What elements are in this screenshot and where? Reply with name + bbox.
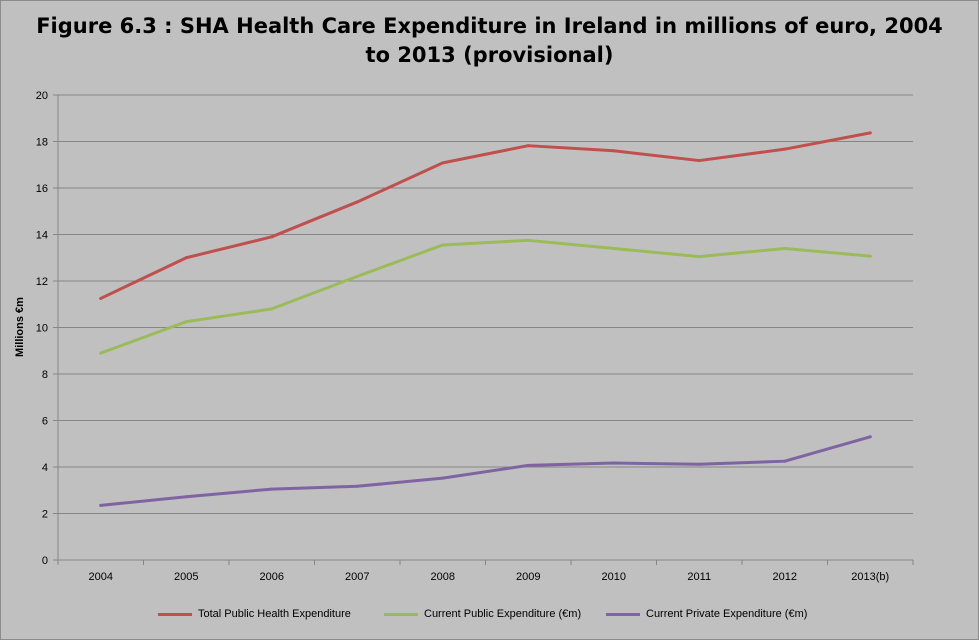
data-point (441, 476, 445, 480)
data-point (441, 243, 445, 247)
data-point (783, 246, 787, 250)
series-line-1 (99, 131, 872, 300)
data-point (526, 238, 530, 242)
y-tick-label: 8 (42, 369, 48, 381)
data-point (270, 307, 274, 311)
data-point (355, 484, 359, 488)
y-tick-label: 20 (36, 90, 48, 102)
y-tick-label: 18 (36, 137, 48, 149)
series-line-3 (99, 435, 872, 507)
data-point (868, 435, 872, 439)
x-tick-label: 2013(b) (851, 571, 889, 583)
data-point (270, 487, 274, 491)
data-point (612, 149, 616, 153)
data-point (184, 320, 188, 324)
data-point (526, 144, 530, 148)
data-point (99, 503, 103, 507)
data-point (868, 254, 872, 258)
y-tick-label: 6 (42, 416, 48, 428)
y-tick-label: 14 (36, 230, 48, 242)
legend-swatch (384, 612, 418, 616)
chart-title: Figure 6.3 : SHA Health Care Expenditure… (0, 12, 979, 70)
x-tick-label: 2005 (174, 571, 198, 583)
chart-title-line-1: Figure 6.3 : SHA Health Care Expenditure… (36, 14, 943, 38)
legend-label: Total Public Health Expenditure (198, 608, 351, 620)
data-point (184, 495, 188, 499)
data-point (270, 235, 274, 239)
y-tick-label: 2 (42, 509, 48, 521)
legend-label: Current Public Expenditure (€m) (424, 608, 582, 620)
legend-item: Current Public Expenditure (€m) (384, 608, 581, 620)
data-point (355, 200, 359, 204)
x-tick-label: 2010 (602, 571, 626, 583)
legend-item: Current Private Expenditure (€m) (606, 608, 807, 620)
y-tick-label: 10 (36, 323, 48, 335)
x-tick-label: 2009 (516, 571, 540, 583)
x-tick-label: 2012 (773, 571, 797, 583)
data-point (783, 459, 787, 463)
data-point (355, 274, 359, 278)
data-point (697, 255, 701, 259)
data-point (441, 161, 445, 165)
data-point (612, 461, 616, 465)
y-tick-label: 16 (36, 183, 48, 195)
data-point (184, 256, 188, 260)
data-point (697, 159, 701, 163)
chart-title-line-2: to 2013 (provisional) (365, 43, 614, 67)
data-point (868, 131, 872, 135)
legend: Total Public Health Expenditure Current P… (0, 608, 979, 628)
y-tick-label: 4 (42, 462, 48, 474)
data-point (99, 351, 103, 355)
x-tick-label: 2011 (687, 571, 711, 583)
legend-label: Current Private Expenditure (€m) (646, 608, 808, 620)
legend-swatch (158, 612, 192, 616)
data-point (697, 462, 701, 466)
legend-swatch (606, 612, 640, 616)
x-tick-label: 2008 (431, 571, 455, 583)
series-line-2 (99, 238, 872, 355)
x-tick-label: 2004 (89, 571, 113, 583)
x-tick-label: 2006 (260, 571, 284, 583)
legend-item: Total Public Health Expenditure (158, 608, 351, 620)
data-point (783, 147, 787, 151)
data-point (526, 463, 530, 467)
x-tick-label: 2007 (345, 571, 369, 583)
y-tick-label: 12 (36, 276, 48, 288)
data-point (612, 246, 616, 250)
y-tick-label: 0 (42, 555, 48, 567)
data-point (99, 296, 103, 300)
